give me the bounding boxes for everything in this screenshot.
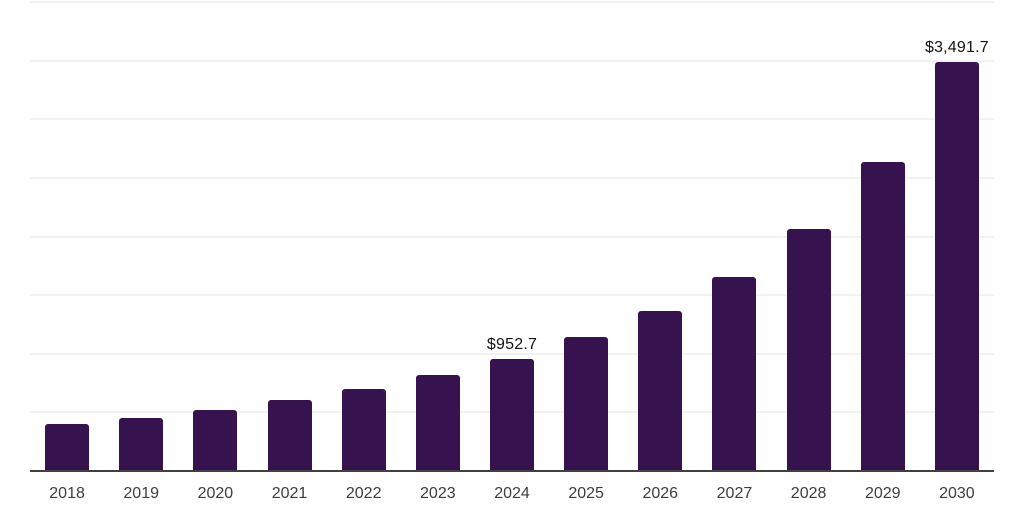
bar-2023 (415, 375, 460, 471)
x-axis-tick-label-2020: 2020 (197, 485, 234, 502)
x-axis-tick-label-2023: 2023 (420, 485, 456, 502)
gridline (30, 118, 994, 121)
bar-2018 (45, 424, 90, 471)
bar-2024 (490, 359, 534, 471)
bar-2027 (712, 277, 757, 471)
gridline (30, 1, 994, 3)
x-axis-tick-label-2025: 2025 (568, 485, 604, 502)
bar-2028 (786, 228, 831, 471)
bar-2021 (267, 400, 312, 471)
x-axis-tick-label-2024: 2024 (494, 485, 530, 502)
x-axis-tick-label-2028: 2028 (790, 485, 827, 502)
gridline (30, 176, 994, 179)
bar-2020 (193, 410, 238, 471)
bar-2019 (119, 417, 164, 471)
bar-value-label-2030: $3,491.7 (924, 38, 989, 56)
x-axis-line (30, 470, 994, 472)
x-axis-tick-label-2030: 2030 (939, 485, 975, 502)
x-axis-tick-label-2022: 2022 (345, 485, 382, 502)
bar-value-label-2024: $952.7 (486, 336, 538, 354)
x-axis-tick-label-2029: 2029 (864, 485, 901, 502)
gridline (30, 294, 994, 297)
x-axis-tick-label-2026: 2026 (642, 485, 679, 502)
bar-2026 (638, 311, 683, 471)
gridline (30, 59, 994, 62)
bar-2022 (341, 389, 386, 471)
x-axis-tick-label-2019: 2019 (123, 485, 159, 502)
bar-2030 (934, 61, 979, 471)
x-axis-tick-label-2021: 2021 (271, 485, 308, 502)
bar-2025 (564, 337, 609, 471)
x-axis-tick-label-2027: 2027 (716, 485, 753, 502)
bar-2029 (860, 162, 905, 471)
x-axis-tick-label-2018: 2018 (49, 485, 85, 502)
gridline (30, 235, 994, 238)
